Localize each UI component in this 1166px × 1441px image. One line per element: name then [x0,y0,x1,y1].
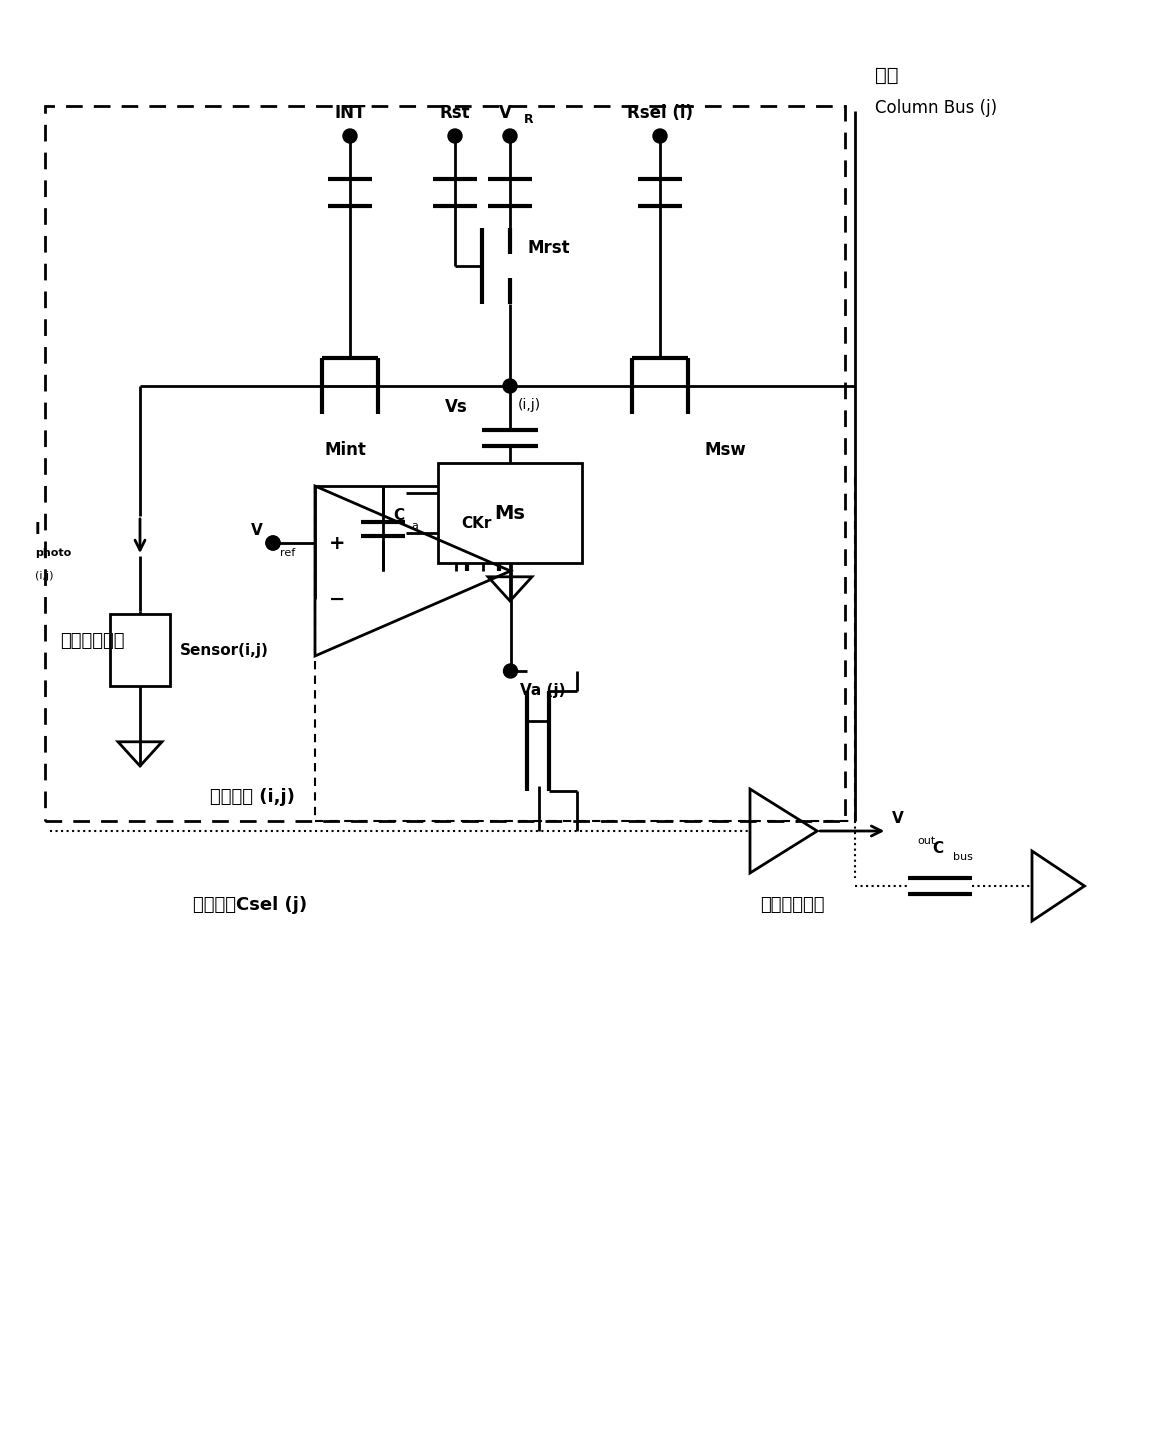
Text: out: out [918,836,935,846]
Circle shape [503,379,517,393]
Text: ref: ref [280,548,295,558]
Text: Column Bus (j): Column Bus (j) [874,99,997,117]
Text: Msw: Msw [705,441,746,460]
Circle shape [343,130,357,143]
Circle shape [504,664,518,679]
Text: C: C [393,509,405,523]
Text: 列线: 列线 [874,66,899,85]
Text: INT: INT [335,104,366,122]
Text: (i,j): (i,j) [518,398,541,412]
Text: 列选信号Csel (j): 列选信号Csel (j) [192,896,307,914]
Circle shape [266,536,280,550]
Text: V: V [251,523,264,537]
Text: 像素单元 (i,j): 像素单元 (i,j) [210,788,295,806]
Text: CKr: CKr [461,516,491,530]
Text: Rst: Rst [440,104,470,122]
Circle shape [653,130,667,143]
Text: R: R [525,112,534,125]
Text: Rsel (i): Rsel (i) [627,104,693,122]
Circle shape [448,130,462,143]
Text: Mrst: Mrst [528,239,570,256]
Text: V: V [499,104,512,122]
Text: Vs: Vs [445,398,468,416]
Text: 输出缓冲运放: 输出缓冲运放 [760,896,824,914]
Text: (i,j): (i,j) [35,571,54,581]
Text: Sensor(i,j): Sensor(i,j) [180,643,269,657]
Circle shape [503,130,517,143]
Text: Va (j): Va (j) [520,683,566,697]
Text: +: + [329,533,345,552]
FancyBboxPatch shape [438,463,582,563]
Circle shape [266,536,280,550]
Text: I: I [35,522,41,536]
FancyBboxPatch shape [110,614,170,686]
Text: −: − [329,589,345,608]
Text: Mint: Mint [324,441,366,460]
Text: photo: photo [35,548,71,558]
Text: 列电荷放大器: 列电荷放大器 [59,633,125,650]
Text: bus: bus [953,852,972,862]
Text: a: a [412,522,419,532]
Text: V: V [892,811,904,826]
Text: Ms: Ms [494,503,526,523]
Text: C: C [932,842,943,856]
